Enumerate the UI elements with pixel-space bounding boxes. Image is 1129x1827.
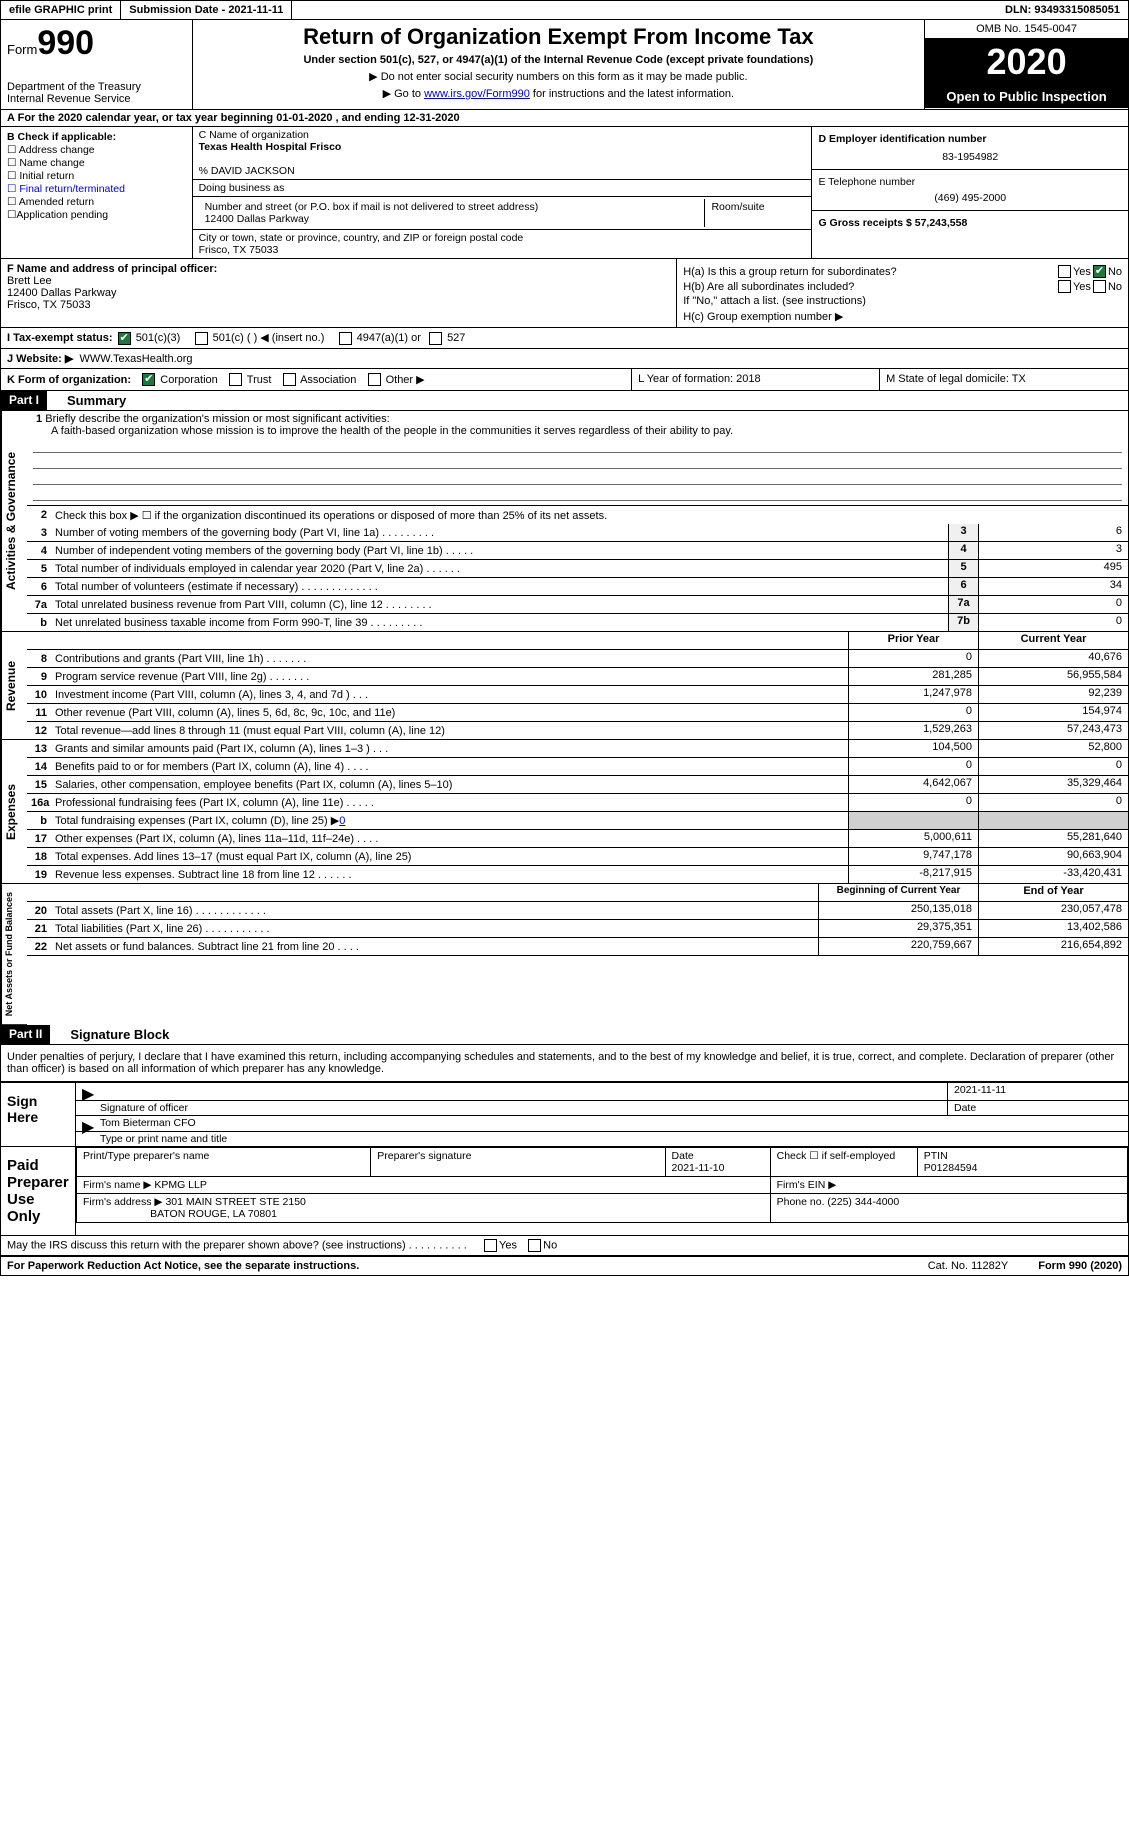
efile-label: efile GRAPHIC print (1, 1, 121, 19)
paid-preparer-label: Paid Preparer Use Only (1, 1147, 76, 1235)
submission-date: Submission Date - 2021-11-11 (121, 1, 292, 19)
preparer-table: Print/Type preparer's name Preparer's si… (76, 1147, 1128, 1223)
box-b: B Check if applicable: ☐ Address change … (1, 127, 193, 258)
form-title: Return of Organization Exempt From Incom… (199, 24, 919, 50)
line-1: 1 Briefly describe the organization's mi… (27, 411, 1128, 506)
val-6: 34 (978, 578, 1128, 595)
page-footer: For Paperwork Reduction Act Notice, see … (1, 1256, 1128, 1275)
box-f: F Name and address of principal officer:… (1, 259, 677, 327)
form-header: Form990 Department of the Treasury Inter… (1, 20, 1128, 110)
box-c: C Name of organization Texas Health Hosp… (193, 127, 813, 258)
box-deg: D Employer identification number 83-1954… (812, 127, 1128, 258)
side-net-assets: Net Assets or Fund Balances (1, 884, 27, 1025)
row-j: J Website: ▶ WWW.TexasHealth.org (1, 349, 1128, 369)
sign-here-label: Sign Here (1, 1083, 76, 1146)
irs-label: Internal Revenue Service (7, 93, 186, 105)
side-activities: Activities & Governance (1, 411, 27, 632)
side-expenses: Expenses (1, 740, 27, 884)
form990-link[interactable]: www.irs.gov/Form990 (424, 88, 530, 100)
form-number: Form990 (7, 24, 186, 63)
phone-label: E Telephone number (818, 176, 1122, 188)
tax-year: 2020 (925, 39, 1128, 85)
gross-receipts: G Gross receipts $ 57,243,558 (818, 217, 967, 229)
row-i: I Tax-exempt status: ✔ 501(c)(3) 501(c) … (1, 328, 1128, 349)
part-i-badge: Part I (1, 391, 47, 410)
dln: DLN: 93493315085051 (997, 1, 1128, 19)
part-ii-title: Signature Block (50, 1025, 1128, 1044)
ein-value: 83-1954982 (818, 151, 1122, 163)
dept-label: Department of the Treasury (7, 81, 186, 93)
val-7b: 0 (978, 614, 1128, 631)
row-k: K Form of organization: ✔ Corporation Tr… (1, 369, 632, 391)
phone-value: (469) 495-2000 (818, 192, 1122, 204)
part-i-title: Summary (47, 391, 1128, 410)
part-ii-badge: Part II (1, 1025, 50, 1044)
box-h: H(a) Is this a group return for subordin… (677, 259, 1128, 327)
box-m: M State of legal domicile: TX (880, 369, 1128, 391)
box-l: L Year of formation: 2018 (632, 369, 880, 391)
ein-label: D Employer identification number (818, 133, 1122, 145)
form-subtitle: Under section 501(c), 527, or 4947(a)(1)… (199, 54, 919, 66)
row-a-period: A For the 2020 calendar year, or tax yea… (1, 110, 1128, 127)
declaration: Under penalties of perjury, I declare th… (1, 1045, 1128, 1083)
may-discuss: May the IRS discuss this return with the… (1, 1236, 1128, 1256)
omb-number: OMB No. 1545-0047 (925, 20, 1128, 39)
val-7a: 0 (978, 596, 1128, 613)
goto-line: ▶ Go to www.irs.gov/Form990 for instruct… (199, 87, 919, 100)
ssn-warning: ▶ Do not enter social security numbers o… (199, 70, 919, 83)
side-revenue: Revenue (1, 632, 27, 740)
val-5: 495 (978, 560, 1128, 577)
top-bar: efile GRAPHIC print Submission Date - 20… (1, 1, 1128, 20)
val-3: 6 (978, 524, 1128, 541)
val-4: 3 (978, 542, 1128, 559)
open-inspection: Open to Public Inspection (925, 85, 1128, 108)
